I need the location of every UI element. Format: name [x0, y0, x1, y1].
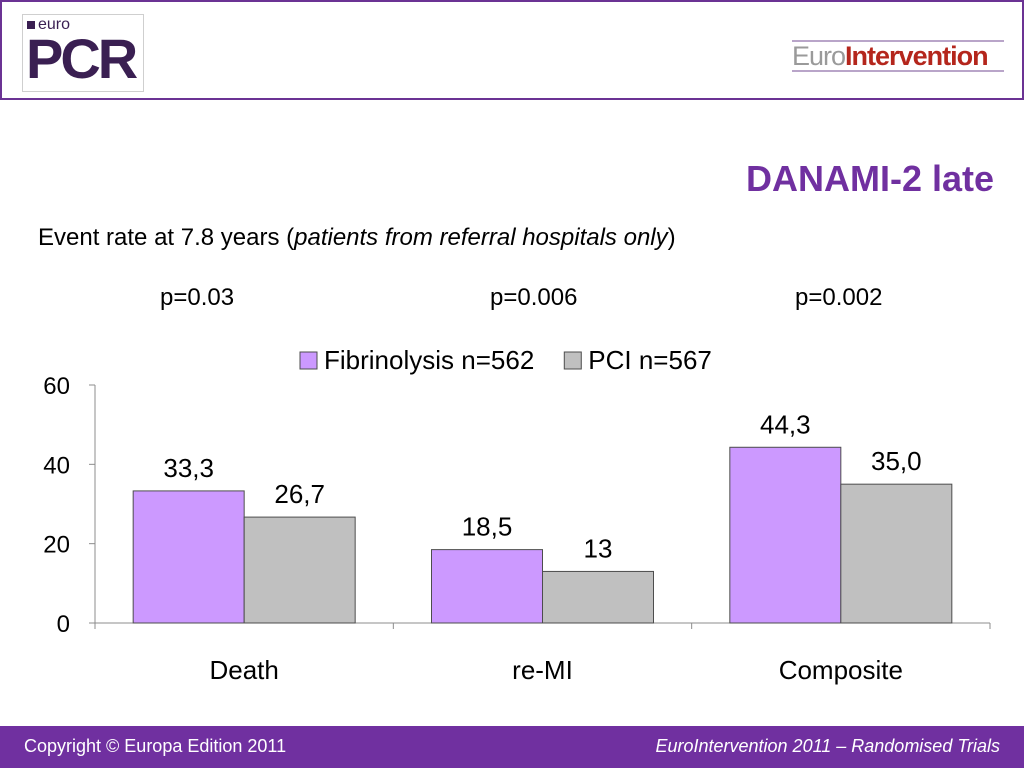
pvalue-death: p=0.03	[160, 284, 235, 311]
y-tick-label: 0	[57, 611, 70, 638]
bar-value-label: 33,3	[163, 453, 214, 483]
bar-fibrinolysis	[431, 549, 543, 624]
y-tick-label: 20	[43, 532, 70, 559]
slide-subtitle: Event rate at 7.8 years (patients from r…	[38, 224, 676, 252]
legend-label: PCI n=567	[588, 345, 712, 375]
y-tick-label: 60	[43, 373, 70, 400]
bar-fibrinolysis	[729, 446, 842, 624]
x-category-label: re-MI	[512, 655, 573, 685]
bar-pci	[542, 570, 654, 624]
footer-journal: EuroIntervention 2011 – Randomised Trial…	[655, 736, 1000, 756]
europcr-logo-big-text: PCR	[26, 27, 138, 90]
legend-swatch	[563, 351, 582, 370]
pvalue-composite: p=0.002	[795, 284, 883, 311]
slide-title: DANAMI-2 late	[745, 158, 994, 199]
subtitle-italic: patients from referral hospitals only	[294, 224, 668, 251]
bar-fibrinolysis	[132, 490, 245, 624]
bar-pci	[243, 516, 356, 624]
bar-value-label: 26,7	[274, 479, 325, 509]
subtitle-prefix: Event rate at 7.8 years (	[38, 224, 295, 251]
header-bar: euro PCR EuroIntervention	[0, 0, 1024, 100]
europcr-logo-small-text: euro	[27, 16, 70, 34]
footer-bar: Copyright © Europa Edition 2011 EuroInte…	[0, 726, 1024, 768]
bar-pci	[840, 483, 953, 624]
bar-chart: 0 20 40 60 33,3 26,7 Death 18,5 13 re-MI 44,3 35,0 C…	[43, 345, 991, 685]
eurointervention-logo-part2: Intervention	[845, 41, 989, 71]
eurointervention-logo: EuroIntervention	[792, 40, 1004, 72]
x-category-label: Composite	[779, 655, 903, 685]
bar-value-label: 13	[584, 533, 613, 563]
footer-copyright: Copyright © Europa Edition 2011	[24, 736, 287, 756]
bar-value-label: 35,0	[871, 446, 922, 476]
eurointervention-logo-part1: Euro	[792, 41, 846, 71]
bar-value-label: 18,5	[462, 512, 513, 542]
y-tick-label: 40	[43, 452, 70, 479]
bar-value-label: 44,3	[760, 409, 811, 439]
legend-swatch	[299, 351, 318, 370]
pvalue-remi: p=0.006	[490, 284, 578, 311]
europcr-logo: euro PCR	[22, 14, 144, 92]
legend-label: Fibrinolysis n=562	[324, 345, 534, 375]
x-category-label: Death	[209, 655, 278, 685]
subtitle-suffix: )	[667, 224, 676, 251]
